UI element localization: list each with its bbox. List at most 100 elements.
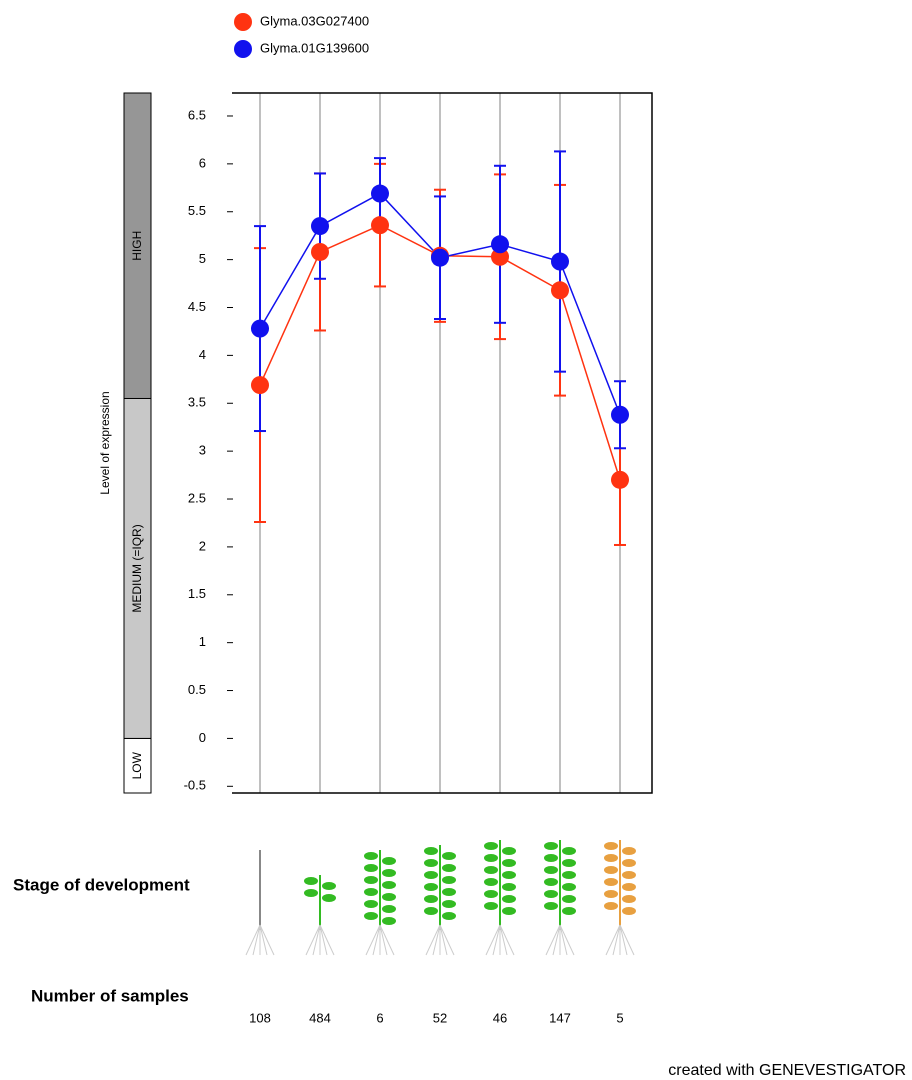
plant-leaf [622, 859, 636, 867]
plant-leaf [502, 907, 516, 915]
sample-count: 5 [616, 1010, 623, 1025]
plant-leaf [484, 854, 498, 862]
plant-leaf [442, 912, 456, 920]
plant-leaf [544, 842, 558, 850]
plant-root [365, 924, 381, 956]
y-tick-label: 0.5 [188, 682, 206, 697]
plant-leaf [322, 882, 336, 890]
plant-root [552, 924, 561, 956]
point [431, 248, 449, 267]
plant-leaf [604, 854, 618, 862]
y-tick-label: 0 [199, 730, 206, 745]
point [611, 470, 629, 489]
plant-root [619, 924, 635, 956]
plant-leaf [562, 871, 576, 879]
band [123, 92, 152, 399]
plant-leaf [544, 854, 558, 862]
plant-root [559, 924, 568, 956]
plant-root [499, 924, 508, 956]
point [551, 252, 569, 271]
plant-leaf [622, 847, 636, 855]
y-axis-label: Level of expression [98, 391, 112, 494]
point [371, 184, 389, 203]
plant-root [379, 924, 388, 956]
plant-leaf [484, 890, 498, 898]
plant-leaf [502, 883, 516, 891]
plant-leaf [442, 888, 456, 896]
plant-root [305, 924, 321, 956]
y-tick-label: 1.5 [188, 586, 206, 601]
plant-leaf [442, 852, 456, 860]
y-tick-label: 2 [199, 538, 206, 553]
stage-label: Stage of development [13, 875, 190, 894]
band [123, 737, 152, 794]
plant-root [312, 924, 321, 956]
plant-leaf [364, 864, 378, 872]
plant-leaf [562, 907, 576, 915]
plant-root [252, 924, 261, 956]
plant-leaf [322, 894, 336, 902]
plant-leaf [622, 907, 636, 915]
plant-root [432, 924, 441, 956]
plant-leaf [424, 847, 438, 855]
sample-count: 147 [549, 1010, 571, 1025]
point [371, 216, 389, 235]
plant-root [485, 924, 501, 956]
plant-leaf [484, 866, 498, 874]
sample-count: 6 [376, 1010, 383, 1025]
y-tick-label: -0.5 [184, 778, 206, 793]
plant-leaf [502, 871, 516, 879]
sample-count: 108 [249, 1010, 271, 1025]
footer: created with GENEVESTIGATOR [668, 1062, 906, 1079]
y-tick-label: 3.5 [188, 395, 206, 410]
plant-leaf [484, 878, 498, 886]
band-label: HIGH [130, 231, 144, 261]
sample-count: 46 [493, 1010, 507, 1025]
legend-marker [234, 40, 252, 58]
sample-count: 484 [309, 1010, 331, 1025]
point [311, 217, 329, 236]
plant-root [545, 924, 561, 956]
plant-leaf [364, 876, 378, 884]
plant-leaf [424, 859, 438, 867]
plant-root [245, 924, 261, 956]
plant-leaf [604, 878, 618, 886]
plant-leaf [604, 866, 618, 874]
y-tick-label: 4.5 [188, 299, 206, 314]
plant-leaf [442, 864, 456, 872]
plant-leaf [304, 877, 318, 885]
plant-leaf [544, 866, 558, 874]
plant-leaf [622, 871, 636, 879]
plant-leaf [502, 847, 516, 855]
plant-root [319, 924, 335, 956]
point [551, 281, 569, 300]
plant-leaf [544, 890, 558, 898]
plant-leaf [562, 859, 576, 867]
plant-root [619, 924, 628, 956]
plant-leaf [424, 883, 438, 891]
point [251, 319, 269, 338]
plant-leaf [502, 895, 516, 903]
point [491, 235, 509, 254]
band-label: MEDIUM (=IQR) [130, 524, 144, 612]
plant-leaf [364, 888, 378, 896]
plant-leaf [364, 852, 378, 860]
y-tick-label: 5 [199, 251, 206, 266]
plant-root [259, 924, 275, 956]
samples-label: Number of samples [31, 986, 189, 1005]
plant-leaf [364, 912, 378, 920]
plant-leaf [544, 902, 558, 910]
plant-leaf [544, 878, 558, 886]
legend-label: Glyma.03G027400 [260, 13, 369, 28]
plant-leaf [604, 890, 618, 898]
plant-leaf [382, 905, 396, 913]
plant-leaf [382, 869, 396, 877]
y-tick-label: 4 [199, 347, 206, 362]
plant-leaf [424, 895, 438, 903]
plant-leaf [382, 917, 396, 925]
sample-count: 52 [433, 1010, 447, 1025]
plant-leaf [484, 902, 498, 910]
plant-leaf [382, 881, 396, 889]
plant-leaf [304, 889, 318, 897]
